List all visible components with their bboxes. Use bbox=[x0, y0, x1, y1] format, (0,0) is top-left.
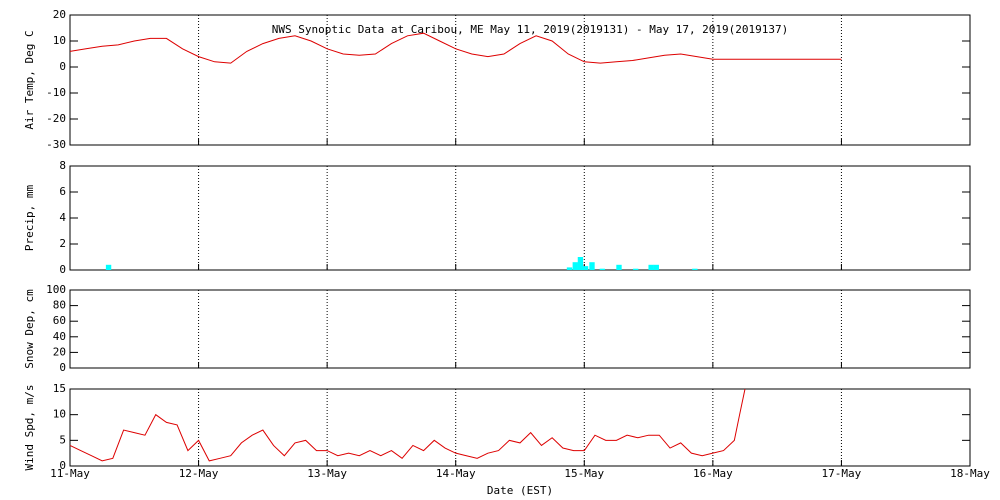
panel-frame bbox=[69, 388, 971, 467]
panel-frame bbox=[69, 165, 971, 271]
y-tick-label: 80 bbox=[53, 299, 66, 312]
bar bbox=[599, 268, 605, 270]
y-tick-label: 0 bbox=[59, 60, 66, 73]
y-tick-label: 2 bbox=[59, 237, 66, 250]
y-tick-label: 20 bbox=[53, 8, 66, 21]
y-tick-label: 0 bbox=[59, 361, 66, 374]
y-tick-label: 40 bbox=[53, 330, 66, 343]
bar bbox=[616, 264, 622, 270]
x-tick-label: 13-May bbox=[307, 467, 347, 480]
data-line bbox=[69, 388, 746, 462]
y-tick-label: 20 bbox=[53, 345, 66, 358]
bar bbox=[648, 264, 654, 270]
x-tick-label: 16-May bbox=[693, 467, 733, 480]
panel-frame bbox=[69, 14, 971, 146]
y-tick-label: 10 bbox=[53, 34, 66, 47]
bar bbox=[105, 264, 112, 270]
y-tick-label: -20 bbox=[46, 112, 66, 125]
bar bbox=[582, 266, 589, 270]
bar bbox=[692, 268, 698, 270]
x-tick-label: 11-May bbox=[50, 467, 90, 480]
bar bbox=[589, 262, 595, 270]
y-tick-label: -30 bbox=[46, 138, 66, 151]
x-tick-label: 17-May bbox=[822, 467, 862, 480]
x-tick-label: 12-May bbox=[179, 467, 219, 480]
bar bbox=[566, 267, 573, 270]
chart-title: NWS Synoptic Data at Caribou, ME May 11,… bbox=[272, 23, 789, 36]
x-tick-label: 14-May bbox=[436, 467, 476, 480]
y-tick-label: 10 bbox=[53, 408, 66, 421]
y-axis-label: Precip, mm bbox=[23, 185, 36, 252]
panel-frame bbox=[69, 289, 971, 369]
data-line bbox=[69, 32, 842, 64]
y-tick-label: 5 bbox=[59, 433, 66, 446]
bar bbox=[572, 262, 578, 270]
y-axis-label: Air Temp, Deg C bbox=[23, 30, 36, 129]
x-tick-label: 15-May bbox=[564, 467, 604, 480]
y-axis-label: Snow Dep, cm bbox=[23, 289, 36, 369]
y-tick-label: 0 bbox=[59, 459, 66, 472]
y-tick-label: 100 bbox=[46, 283, 66, 296]
y-tick-label: 4 bbox=[59, 211, 66, 224]
bar bbox=[577, 257, 584, 270]
bar bbox=[633, 268, 639, 270]
y-axis-label: Wind Spd, m/s bbox=[23, 384, 36, 470]
y-tick-label: 0 bbox=[59, 263, 66, 276]
y-tick-label: 8 bbox=[59, 159, 66, 172]
y-tick-label: 60 bbox=[53, 314, 66, 327]
x-axis-label: Date (EST) bbox=[487, 484, 553, 497]
y-tick-label: 6 bbox=[59, 185, 66, 198]
bar bbox=[653, 264, 659, 270]
x-tick-label: 18-May bbox=[950, 467, 990, 480]
y-tick-label: 15 bbox=[53, 382, 66, 395]
y-tick-label: -10 bbox=[46, 86, 66, 99]
